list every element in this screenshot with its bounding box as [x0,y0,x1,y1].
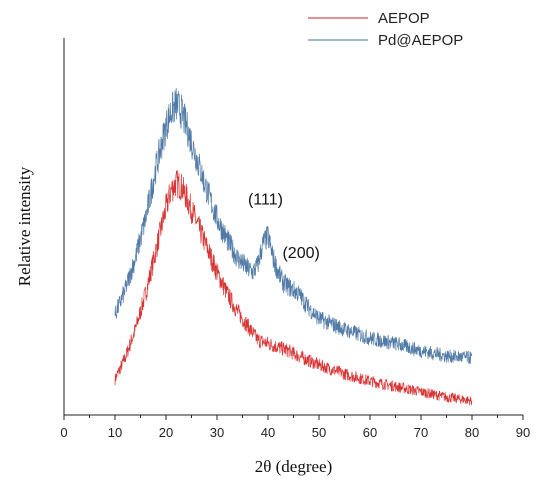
series-line [114,170,473,406]
x-tick-label: 50 [312,425,326,440]
y-axis-title: Relative intensity [15,166,34,286]
data-point [175,103,177,105]
data-point [185,196,187,198]
data-point [216,218,218,220]
data-point [369,337,371,339]
data-point [298,293,300,295]
peak-annotation: (111) [248,191,283,208]
data-point [114,314,116,316]
data-point [247,268,249,270]
x-tick-label: 10 [108,425,122,440]
annotations: (111) (200) [248,191,320,262]
data-point [247,325,249,327]
data-point [175,182,177,184]
peak-annotation: (200) [282,245,319,262]
x-tick-label: 20 [159,425,173,440]
data-point [145,218,147,220]
data-point [287,285,289,287]
series-pd-aepop [114,88,473,365]
legend-label: AEPOP [378,10,430,27]
data-point [185,125,187,127]
data-point [395,385,397,387]
axes: 0 10 20 30 40 50 60 70 80 90 [60,38,530,440]
data-point [282,282,284,284]
data-point [114,378,116,380]
data-point [303,300,305,302]
data-point [155,250,157,252]
data-point [298,355,300,357]
data-point [124,289,126,291]
x-axis-title: 2θ (degree) [255,457,333,476]
data-point [420,391,422,393]
data-point [318,364,320,366]
data-point [145,293,147,295]
data-point [471,400,473,402]
data-point [262,243,264,245]
x-tick-label: 90 [516,425,530,440]
data-point [287,350,289,352]
x-tick-label: 40 [261,425,275,440]
data-point [236,310,238,312]
data-point [180,186,182,188]
legend: AEPOP Pd@AEPOP [308,10,463,49]
data-point [252,332,254,334]
data-point [134,257,136,259]
data-point [155,168,157,170]
data-point [206,189,208,191]
series-line [114,88,473,365]
data-point [267,343,269,345]
x-tick-label: 30 [210,425,224,440]
x-tick-label: 60 [363,425,377,440]
data-point [206,246,208,248]
x-tick-label: 0 [60,425,67,440]
data-point [293,289,295,291]
data-point [344,328,346,330]
data-point [446,355,448,357]
data-point [257,339,259,341]
data-point [471,357,473,359]
data-point [395,343,397,345]
data-point [308,307,310,309]
data-point [344,373,346,375]
data-point [272,257,274,259]
data-point [446,396,448,398]
data-point [318,318,320,320]
data-point [196,221,198,223]
data-point [196,157,198,159]
data-point [277,271,279,273]
data-point [134,328,136,330]
data-point [267,236,269,238]
data-point [236,257,238,259]
legend-label: Pd@AEPOP [378,32,463,49]
data-point [277,346,279,348]
data-point [124,357,126,359]
data-point [170,189,172,191]
data-point [165,207,167,209]
series-aepop [114,170,473,406]
data-point [216,271,218,273]
data-point [226,239,228,241]
data-point [180,111,182,113]
data-point [226,293,228,295]
data-point [420,350,422,352]
data-point [252,271,254,273]
data-point [170,111,172,113]
data-point [165,125,167,127]
x-tick-label: 70 [414,425,428,440]
data-point [369,380,371,382]
x-tick-label: 80 [465,425,479,440]
data-point [257,264,259,266]
series-layer [114,88,473,406]
